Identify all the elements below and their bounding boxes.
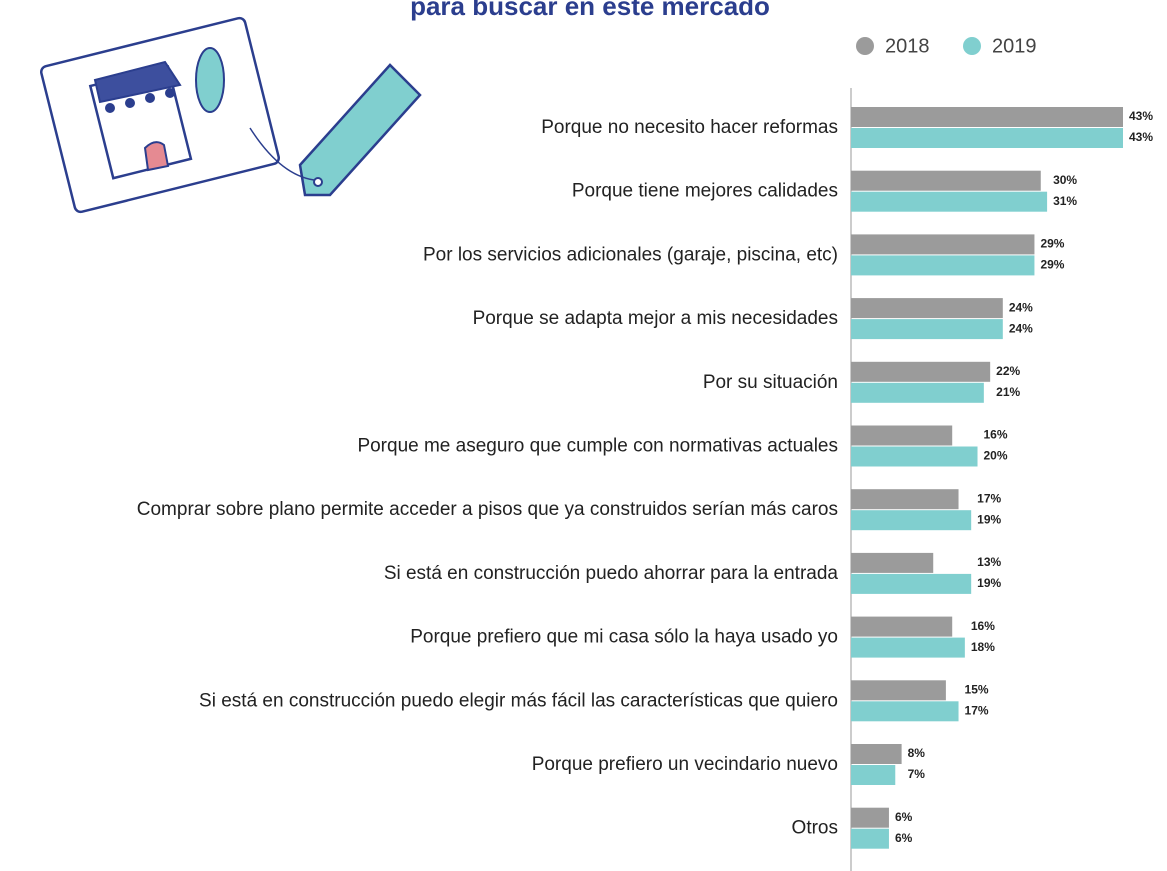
category-label: Porque prefiero que mi casa sólo la haya… [410, 627, 838, 648]
value-label: 15% [965, 682, 989, 696]
category-label: Porque prefiero un vecindario nuevo [532, 754, 838, 775]
bar [851, 807, 889, 828]
bar [851, 552, 934, 573]
category-label: Porque no necesito hacer reformas [541, 117, 838, 138]
bar [851, 361, 991, 382]
bar [851, 701, 959, 722]
bar [851, 425, 953, 446]
value-label: 13% [977, 555, 1001, 569]
legend-label: 2018 [885, 35, 930, 57]
legend-label: 2019 [992, 35, 1037, 57]
value-label: 29% [1040, 258, 1064, 272]
category-label: Porque se adapta mejor a mis necesidades [473, 308, 838, 329]
value-label: 43% [1129, 130, 1153, 144]
bar [851, 319, 1003, 340]
category-label: Si está en construcción puedo ahorrar pa… [384, 563, 839, 584]
bar [851, 191, 1048, 212]
bar [851, 170, 1041, 191]
value-label: 19% [977, 576, 1001, 590]
bar [851, 828, 889, 849]
chart-title: para buscar en este mercado [410, 0, 770, 21]
value-label: 6% [895, 831, 913, 845]
value-label: 20% [984, 449, 1008, 463]
bar [851, 744, 902, 764]
value-label: 7% [908, 767, 926, 781]
category-label: Por su situación [703, 372, 838, 393]
legend-swatch [963, 37, 981, 55]
category-label: Otros [792, 818, 838, 839]
value-label: 16% [984, 428, 1008, 442]
value-label: 8% [908, 746, 926, 760]
bar [851, 107, 1123, 127]
bar [851, 298, 1003, 319]
bar [851, 234, 1035, 255]
value-label: 30% [1053, 173, 1077, 187]
bar [851, 616, 953, 637]
bar [851, 446, 978, 467]
illustration [39, 16, 422, 214]
value-label: 31% [1053, 194, 1077, 208]
bar [851, 765, 896, 785]
bar [851, 255, 1035, 276]
category-label: Porque tiene mejores calidades [572, 181, 838, 202]
value-label: 6% [895, 810, 913, 824]
value-label: 29% [1040, 237, 1064, 251]
value-label: 17% [965, 703, 989, 717]
value-label: 16% [971, 619, 995, 633]
category-label: Porque me aseguro que cumple con normati… [357, 436, 838, 457]
bar [851, 489, 959, 510]
category-label: Comprar sobre plano permite acceder a pi… [137, 499, 838, 520]
legend-swatch [856, 37, 874, 55]
bar [851, 510, 972, 531]
bar [851, 382, 984, 403]
value-label: 24% [1009, 300, 1033, 314]
bar [851, 680, 946, 701]
value-label: 19% [977, 512, 1001, 526]
bar [851, 637, 965, 658]
bar [851, 573, 972, 594]
value-label: 21% [996, 385, 1020, 399]
value-label: 24% [1009, 321, 1033, 335]
category-label: Por los servicios adicionales (garaje, p… [423, 244, 838, 265]
bar [851, 128, 1123, 148]
value-label: 22% [996, 364, 1020, 378]
value-label: 17% [977, 491, 1001, 505]
category-label: Si está en construcción puedo elegir más… [199, 690, 838, 711]
value-label: 18% [971, 640, 995, 654]
value-label: 43% [1129, 109, 1153, 123]
